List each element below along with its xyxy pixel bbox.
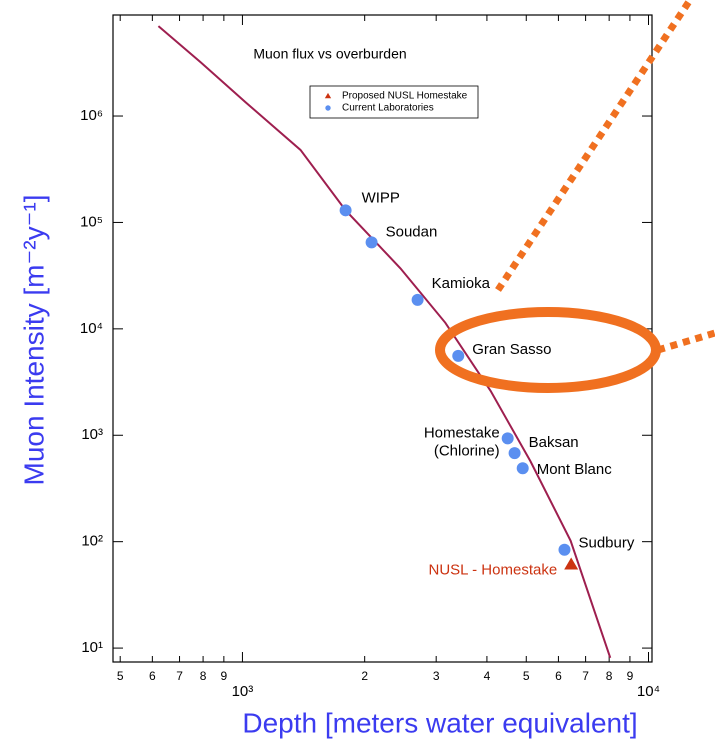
x-tick-label: 8 xyxy=(200,669,207,683)
y-tick-label: 10⁵ xyxy=(80,213,103,230)
x-tick-label: 8 xyxy=(606,669,613,683)
marker-circle xyxy=(558,543,571,556)
point-label: Soudan xyxy=(386,223,438,240)
legend-box xyxy=(309,85,479,119)
marker-circle xyxy=(501,432,514,445)
marker-circle xyxy=(516,462,529,475)
marker-circle xyxy=(411,293,424,306)
point-label-line: (Chlorine) xyxy=(434,442,500,459)
point-label: WIPP xyxy=(362,189,400,206)
x-tick-label: 2 xyxy=(361,669,368,683)
x-tick-label: 10⁴ xyxy=(637,683,660,700)
point-label-line: Homestake xyxy=(424,424,500,441)
point-label: Mont Blanc xyxy=(537,461,613,478)
y-tick-label: 10³ xyxy=(81,426,103,443)
legend-label: Proposed NUSL Homestake xyxy=(342,91,468,102)
y-tick-label: 10⁶ xyxy=(80,107,103,124)
legend-label: Current Laboratories xyxy=(342,103,434,114)
highlight-ellipse xyxy=(435,307,661,393)
point-label: Gran Sasso xyxy=(472,341,551,358)
x-tick-label: 5 xyxy=(117,669,124,683)
y-axis-label: Muon Intensity [m⁻²y⁻¹] xyxy=(18,195,49,486)
point-label: Sudbury xyxy=(578,535,634,552)
x-tick-label: 4 xyxy=(484,669,491,683)
chart-title: Muon flux vs overburden xyxy=(253,46,406,62)
marker-circle xyxy=(508,447,521,460)
point-label: NUSL - Homestake xyxy=(429,561,558,578)
point-label: Homestake (Chlorine) xyxy=(424,424,500,459)
x-axis-label: Depth [meters water equivalent] xyxy=(242,707,637,738)
callout-line xyxy=(495,0,693,292)
x-tick-label: 6 xyxy=(149,669,156,683)
callout-line xyxy=(656,329,715,354)
y-tick-label: 10¹ xyxy=(81,639,103,656)
x-tick-label: 6 xyxy=(555,669,562,683)
x-tick-label: 5 xyxy=(523,669,530,683)
marker-triangle xyxy=(564,557,579,570)
legend-marker xyxy=(324,92,332,99)
marker-circle xyxy=(452,349,465,362)
x-tick-label: 9 xyxy=(627,669,634,683)
x-tick-label: 7 xyxy=(582,669,589,683)
curve xyxy=(157,25,612,659)
x-tick-label: 3 xyxy=(433,669,440,683)
x-tick-label: 10³ xyxy=(232,683,254,700)
x-tick-label: 7 xyxy=(176,669,183,683)
marker-circle xyxy=(365,236,378,249)
marker-circle xyxy=(339,204,352,217)
point-label: Baksan xyxy=(529,434,579,451)
y-tick-label: 10² xyxy=(81,533,103,550)
y-tick-label: 10⁴ xyxy=(80,320,103,337)
x-tick-label: 9 xyxy=(221,669,228,683)
legend-marker xyxy=(325,105,331,111)
point-label: Kamioka xyxy=(432,275,491,292)
